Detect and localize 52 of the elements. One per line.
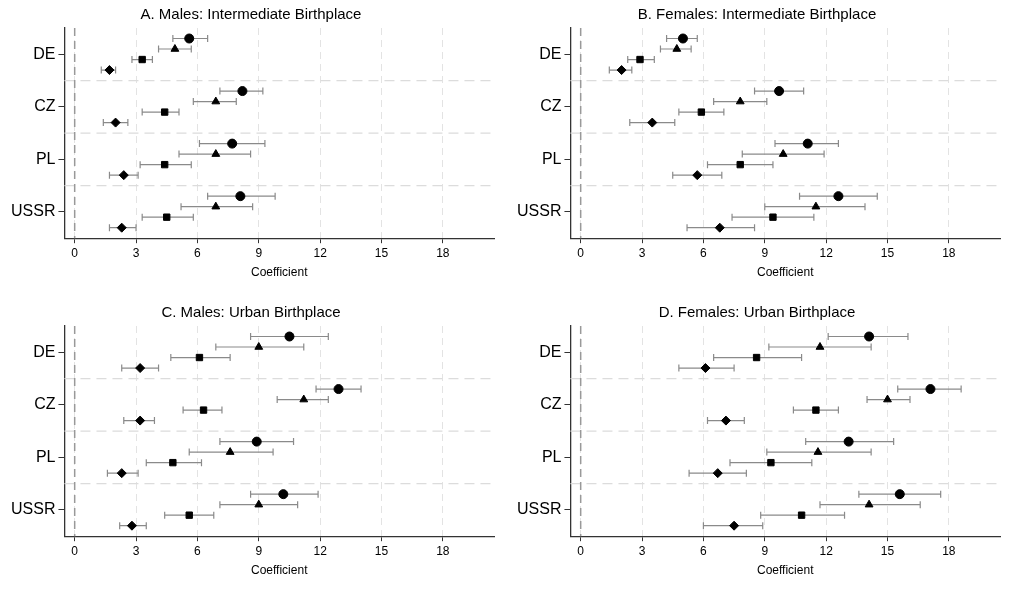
y-tick-label: CZ bbox=[540, 395, 562, 413]
x-tick-label: 3 bbox=[132, 543, 140, 558]
y-tick-label: CZ bbox=[34, 395, 56, 413]
y-tick-label: USSR bbox=[11, 202, 56, 220]
chart-title: B. Females: Intermediate Birthplace bbox=[637, 5, 877, 23]
y-tick-label: USSR bbox=[517, 202, 562, 220]
x-tick-label: 9 bbox=[255, 543, 263, 558]
x-tick-label: 6 bbox=[700, 245, 708, 260]
x-tick-label: 12 bbox=[819, 543, 834, 558]
x-tick-label: 15 bbox=[374, 543, 389, 558]
y-tick-label: PL bbox=[35, 149, 56, 167]
x-tick-label: 15 bbox=[880, 543, 895, 558]
x-tick-label: 9 bbox=[761, 543, 769, 558]
x-tick-label: 18 bbox=[436, 543, 450, 558]
x-tick-label: 18 bbox=[942, 543, 956, 558]
x-tick-label: 12 bbox=[313, 245, 328, 260]
x-tick-label: 9 bbox=[255, 245, 263, 260]
y-tick-label: USSR bbox=[11, 500, 56, 518]
chart-title: D. Females: Urban Birthplace bbox=[658, 303, 856, 321]
x-axis-title: Coefficient bbox=[756, 265, 815, 280]
y-tick-label: DE bbox=[539, 44, 562, 62]
x-tick-label: 12 bbox=[313, 543, 328, 558]
x-tick-label: 3 bbox=[638, 245, 646, 260]
x-tick-label: 6 bbox=[194, 543, 202, 558]
x-axis-title: Coefficient bbox=[250, 265, 309, 280]
x-axis-title: Coefficient bbox=[756, 563, 815, 578]
x-tick-label: 6 bbox=[700, 543, 708, 558]
x-tick-label: 9 bbox=[761, 245, 769, 260]
y-tick-label: PL bbox=[541, 447, 562, 465]
y-tick-label: PL bbox=[541, 149, 562, 167]
x-tick-label: 6 bbox=[194, 245, 202, 260]
chart-title: A. Males: Intermediate Birthplace bbox=[140, 5, 362, 23]
chart-title: C. Males: Urban Birthplace bbox=[161, 303, 341, 321]
y-tick-label: CZ bbox=[540, 97, 562, 115]
x-tick-label: 18 bbox=[942, 245, 956, 260]
y-tick-label: DE bbox=[539, 342, 562, 360]
y-tick-label: PL bbox=[35, 447, 56, 465]
x-tick-label: 0 bbox=[71, 245, 79, 260]
y-tick-label: DE bbox=[33, 44, 56, 62]
x-axis-title: Coefficient bbox=[250, 563, 309, 578]
y-tick-label: CZ bbox=[34, 97, 56, 115]
y-tick-label: DE bbox=[33, 342, 56, 360]
x-tick-label: 18 bbox=[436, 245, 450, 260]
x-tick-label: 0 bbox=[71, 543, 79, 558]
x-tick-label: 0 bbox=[577, 543, 585, 558]
x-tick-label: 15 bbox=[374, 245, 389, 260]
x-tick-label: 12 bbox=[819, 245, 834, 260]
x-tick-label: 3 bbox=[638, 543, 646, 558]
x-tick-label: 0 bbox=[577, 245, 585, 260]
x-tick-label: 15 bbox=[880, 245, 895, 260]
y-tick-label: USSR bbox=[517, 500, 562, 518]
x-tick-label: 3 bbox=[132, 245, 140, 260]
